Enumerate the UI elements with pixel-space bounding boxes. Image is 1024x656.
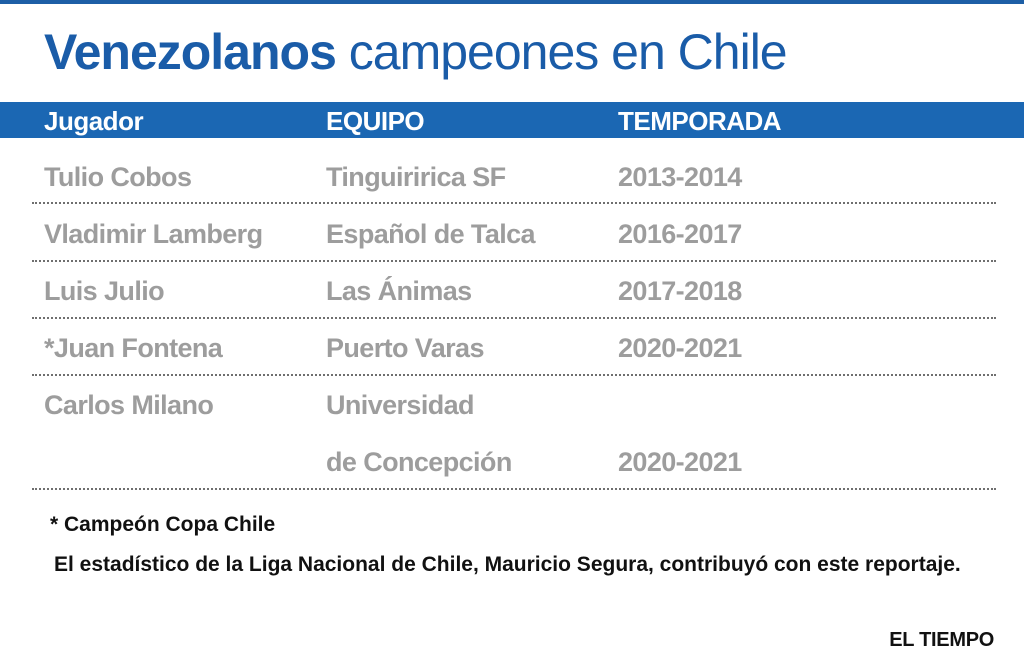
row-divider [32, 202, 996, 204]
row-1-season: 2013-2014 [618, 162, 742, 192]
row-4-team: Puerto Varas [326, 333, 484, 363]
row-3-player: Luis Julio [44, 276, 165, 306]
row-divider [32, 317, 996, 319]
credit-text: El estadístico de la Liga Nacional de Ch… [54, 553, 961, 576]
row-2-season: 2016-2017 [618, 219, 742, 249]
row-1-player: Tulio Cobos [44, 162, 192, 192]
row-3-team: Las Ánimas [326, 276, 472, 306]
row-divider [32, 374, 996, 376]
row-1-team: Tinguiririca SF [326, 162, 506, 192]
title-light: campeones en Chile [335, 24, 788, 80]
title-strong: Venezolanos [44, 24, 337, 80]
row-divider [32, 488, 996, 490]
row-5-player: Carlos Milano [44, 390, 214, 420]
row-2-team: Español de Talca [326, 219, 536, 249]
row-divider [32, 260, 996, 262]
row-5-team: Universidad [326, 390, 475, 420]
top-rule [0, 0, 1024, 4]
row-4-player: *Juan Fontena [44, 333, 223, 363]
header-jugador: Jugador [44, 106, 144, 136]
header-temporada: TEMPORADA [618, 106, 782, 136]
row-2-player: Vladimir Lamberg [44, 219, 263, 249]
header-equipo: EQUIPO [326, 106, 425, 136]
table-header-bar [0, 102, 1024, 138]
row-4-season: 2020-2021 [618, 333, 742, 363]
row-5-team-line2: de Concepción [326, 447, 512, 477]
page-title: Venezolanos campeones en Chile [44, 22, 788, 82]
brand-logo-text: EL TIEMPO [889, 629, 994, 651]
row-5-season: 2020-2021 [618, 447, 742, 477]
footnote: * Campeón Copa Chile [50, 513, 276, 536]
row-3-season: 2017-2018 [618, 276, 742, 306]
